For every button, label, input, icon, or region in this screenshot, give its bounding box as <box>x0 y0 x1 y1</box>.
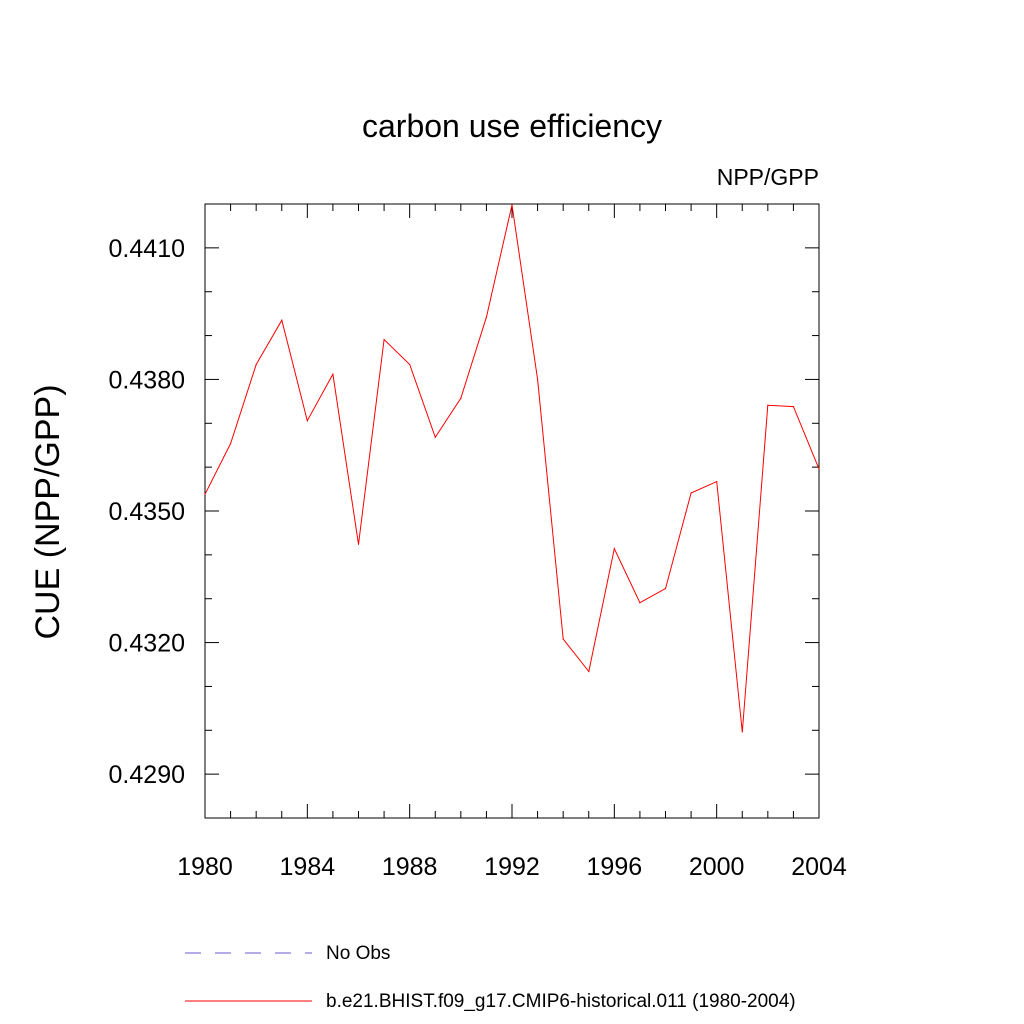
data-point <box>383 338 385 341</box>
data-point <box>767 404 769 406</box>
data-point <box>536 378 539 381</box>
data-point <box>588 670 590 673</box>
data-point <box>255 363 257 366</box>
data-point <box>664 588 667 590</box>
data-point <box>409 363 411 366</box>
data-point <box>716 481 718 483</box>
x-tick-label: 1996 <box>587 853 643 881</box>
x-tick-labels: 1980 1984 1988 1992 1996 2000 2004 <box>177 853 847 881</box>
plot-frame <box>204 203 820 819</box>
data-point <box>792 406 795 408</box>
x-tick-label: 2004 <box>791 853 847 881</box>
data-point <box>434 436 436 438</box>
y-tick-label: 0.4410 <box>109 235 185 263</box>
y-tick-label: 0.4350 <box>109 498 185 526</box>
data-point <box>204 493 206 495</box>
data-point <box>741 731 743 733</box>
legend-label-no-obs: No Obs <box>326 943 390 964</box>
data-point <box>332 373 334 375</box>
legend-label-model: b.e21.BHIST.f09_g17.CMIP6-historical.011… <box>326 991 796 1012</box>
data-point <box>306 420 308 422</box>
data-point <box>229 442 232 445</box>
y-tick-labels: 0.4290 0.4320 0.4350 0.4380 0.4410 <box>109 235 185 789</box>
chart-title: carbon use efficiency <box>362 108 662 144</box>
chart-subtitle: NPP/GPP <box>717 164 819 190</box>
data-point <box>818 468 820 470</box>
data-point <box>460 397 462 399</box>
x-tick-label: 2000 <box>689 853 745 881</box>
data-point <box>357 543 360 545</box>
legend: No Obs b.e21.BHIST.f09_g17.CMIP6-histori… <box>185 943 796 1012</box>
x-tick-label: 1980 <box>177 853 233 881</box>
y-tick-label: 0.4290 <box>109 761 185 789</box>
axis-ticks <box>204 203 820 819</box>
data-point <box>562 638 564 640</box>
y-axis-label: CUE (NPP/GPP) <box>29 384 67 639</box>
series-group <box>204 204 820 733</box>
x-tick-label: 1988 <box>382 853 438 881</box>
x-tick-label: 1984 <box>280 853 336 881</box>
x-tick-label: 1992 <box>484 853 540 881</box>
y-tick-label: 0.4320 <box>109 630 185 658</box>
data-point <box>485 316 488 318</box>
data-point <box>690 492 692 494</box>
data-point <box>281 319 283 321</box>
data-point <box>639 602 641 604</box>
data-point <box>613 548 615 550</box>
y-tick-label: 0.4380 <box>109 366 185 394</box>
data-point <box>511 204 513 206</box>
series-line <box>204 204 820 733</box>
